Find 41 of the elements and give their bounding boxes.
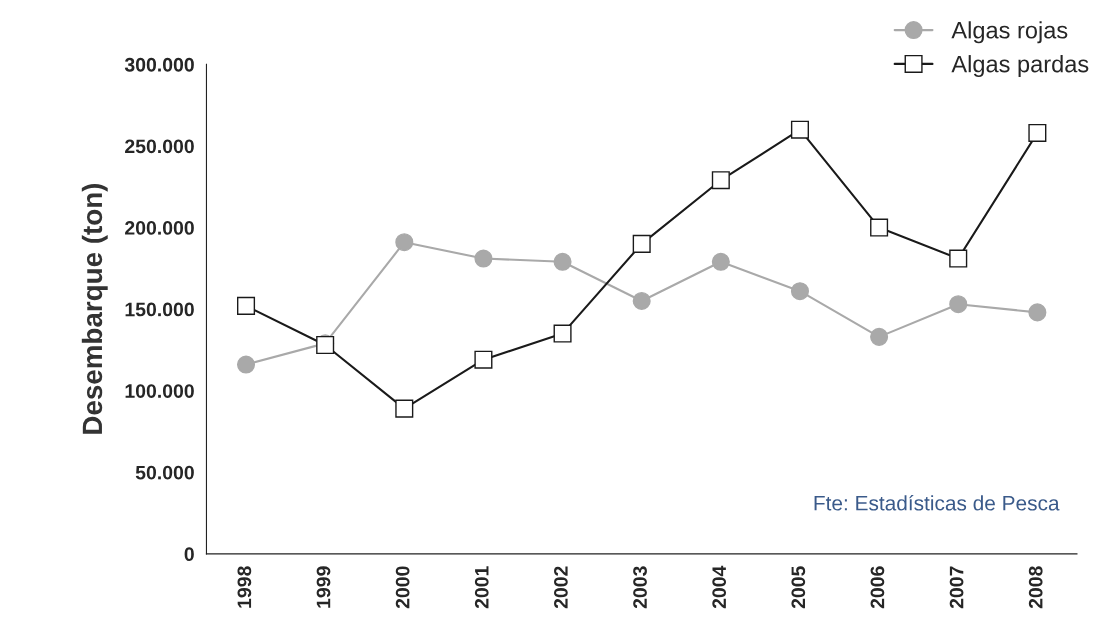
y-axis-title: Desembarque (ton) — [81, 183, 108, 434]
annotation: Fte: Estadísticas de Pesca — [814, 495, 1060, 511]
point — [553, 324, 572, 343]
point — [1028, 303, 1047, 322]
point — [870, 218, 889, 237]
point — [395, 233, 414, 252]
y-tick-label: 0 — [184, 547, 194, 562]
x-tick-label: 1999 — [316, 566, 331, 608]
point — [236, 355, 256, 374]
legend-label: Algas rojas — [951, 21, 1068, 44]
point — [790, 282, 809, 301]
point — [632, 234, 651, 253]
point — [474, 350, 493, 369]
x-tick-label: 2006 — [870, 566, 885, 609]
y-tick-label: 50.000 — [135, 465, 194, 480]
point — [790, 120, 809, 139]
point — [870, 327, 889, 346]
point — [553, 252, 572, 271]
legend-label: Algas pardas — [951, 55, 1089, 78]
point — [949, 249, 968, 268]
x-tick-label: 2005 — [791, 566, 806, 609]
x-tick-label: 2002 — [554, 566, 568, 609]
point — [711, 171, 730, 190]
x-tick-label: 2007 — [949, 566, 964, 609]
x-tick-label: 1998 — [237, 566, 252, 608]
x-tick-label: 2000 — [395, 566, 410, 609]
y-tick-label: 300.000 — [124, 57, 194, 72]
y-tick-label: 150.000 — [125, 302, 194, 317]
point — [949, 295, 968, 314]
point — [395, 399, 414, 418]
y-tick-label: 100.000 — [125, 384, 194, 398]
y-tick-label: 250.000 — [125, 139, 194, 154]
y-tick-label: 200.000 — [125, 221, 194, 235]
x-tick-label: 2001 — [474, 566, 489, 609]
point — [632, 291, 651, 310]
x-tick-label: 2004 — [712, 565, 727, 609]
x-tick-label: 2008 — [1028, 566, 1043, 609]
point — [236, 296, 256, 315]
x-tick-label: 2003 — [633, 566, 647, 609]
point — [711, 252, 730, 271]
point — [474, 249, 493, 268]
